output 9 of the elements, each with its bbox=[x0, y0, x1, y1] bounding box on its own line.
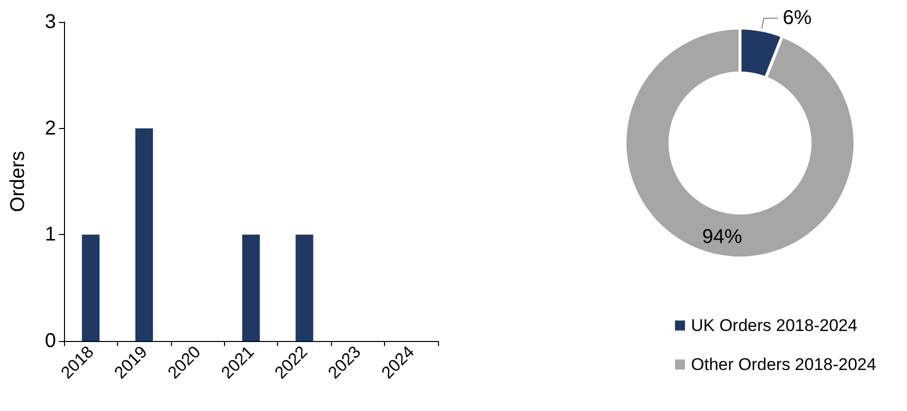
y-tick-label: 2 bbox=[44, 117, 56, 140]
legend-label: UK Orders 2018-2024 bbox=[691, 316, 858, 335]
legend-label: Other Orders 2018-2024 bbox=[691, 355, 876, 374]
y-tick-label: 1 bbox=[44, 224, 56, 246]
y-tick-label: 0 bbox=[44, 330, 56, 352]
y-tick-label: 3 bbox=[44, 11, 56, 33]
y-axis-title: Orders bbox=[7, 150, 29, 212]
data-label: 6% bbox=[782, 7, 812, 30]
data-label: 94% bbox=[702, 226, 742, 248]
